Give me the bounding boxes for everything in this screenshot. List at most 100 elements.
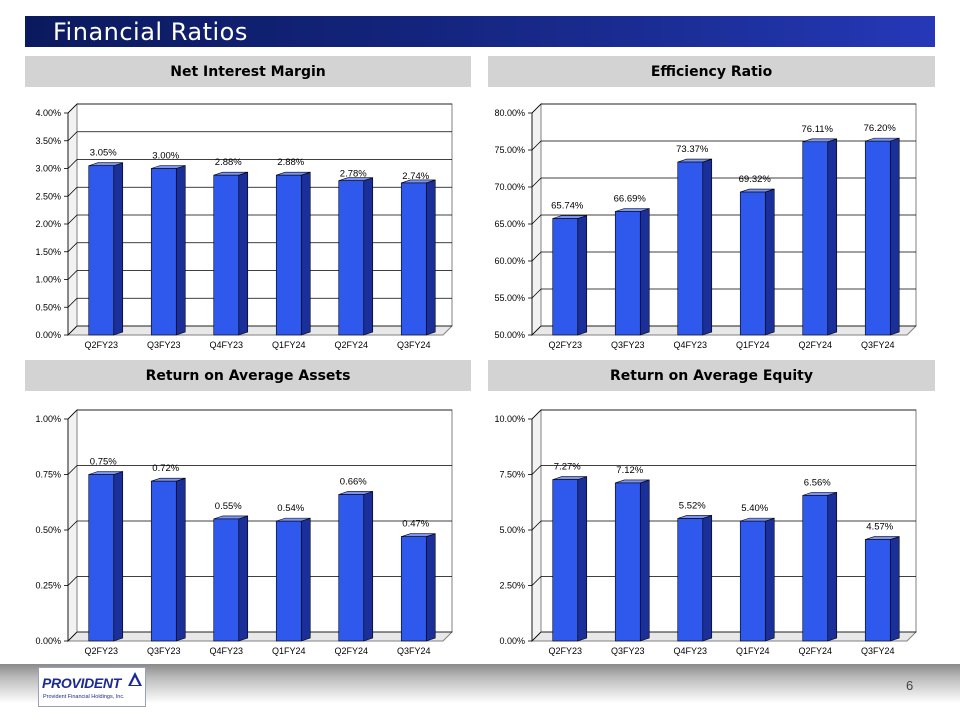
data-label: 2.88%	[215, 157, 242, 168]
y-tick-label: 0.00%	[35, 330, 61, 340]
bar	[864, 140, 891, 336]
gridline-depth	[67, 131, 78, 142]
gridline-depth	[531, 325, 542, 336]
data-label: 0.55%	[215, 501, 242, 512]
bar-side	[238, 515, 249, 642]
x-tick-label: Q1FY24	[272, 340, 306, 350]
x-tick-label: Q2FY24	[334, 646, 368, 656]
x-tick-label: Q4FY23	[209, 340, 243, 350]
bar-side	[764, 517, 775, 642]
bar	[88, 165, 115, 336]
bar	[614, 482, 641, 642]
gridline-depth	[67, 103, 78, 114]
bar	[88, 474, 115, 642]
chart-svg-net-interest-margin: 0.00% 0.50% 1.00% 1.50% 2.00% 2.50% 3.00% 3.50%…	[35, 102, 454, 350]
data-label: 0.75%	[90, 457, 117, 468]
x-tick-label: Q2FY23	[84, 646, 118, 656]
data-label: 76.11%	[801, 124, 833, 135]
gridline-depth	[67, 325, 78, 336]
chart-svg-return-on-average-assets: 0.00% 0.25% 0.50% 0.75% 1.00% 0.75% Q2FY23 0.72…	[35, 408, 454, 656]
gridline-depth	[531, 214, 542, 225]
bar	[614, 211, 641, 336]
x-tick-label: Q3FY23	[611, 340, 645, 350]
data-label: 0.54%	[277, 503, 304, 514]
bar	[275, 174, 302, 336]
bar-side	[113, 162, 124, 336]
data-label: 73.37%	[676, 144, 709, 155]
gridline-depth	[67, 520, 78, 531]
y-tick-label: 10.00%	[494, 414, 525, 424]
bar-side	[889, 536, 900, 642]
data-label: 7.27%	[554, 462, 581, 473]
x-tick-label: Q2FY24	[798, 340, 832, 350]
bar-side	[300, 171, 311, 336]
gridline-depth	[531, 520, 542, 531]
x-tick-label: Q4FY23	[673, 340, 707, 350]
bar-side	[702, 515, 713, 642]
data-label: 6.56%	[804, 477, 831, 488]
bar	[552, 479, 579, 642]
bar	[150, 480, 177, 642]
data-label: 69.32%	[739, 174, 772, 185]
bar-side	[764, 188, 775, 336]
y-tick-label: 4.00%	[35, 108, 61, 118]
y-tick-label: 60.00%	[494, 256, 525, 266]
gridline-depth	[67, 242, 78, 253]
x-tick-label: Q1FY24	[736, 340, 770, 350]
gridline-depth	[531, 140, 542, 151]
bar	[864, 539, 891, 642]
data-label: 3.00%	[152, 151, 179, 162]
y-tick-label: 5.00%	[499, 525, 525, 535]
data-label: 0.72%	[152, 463, 179, 474]
chart-header-return-on-average-assets: Return on Average Assets	[25, 360, 471, 391]
bar-side	[577, 476, 588, 642]
x-tick-label: Q2FY23	[548, 340, 582, 350]
x-tick-label: Q2FY24	[334, 340, 368, 350]
bar	[802, 495, 829, 642]
x-tick-label: Q3FY24	[397, 340, 431, 350]
gridline-depth	[531, 409, 542, 420]
bar	[802, 141, 829, 336]
floor	[530, 631, 918, 642]
bar	[338, 180, 365, 336]
bar-side	[827, 138, 838, 336]
data-label: 5.52%	[679, 500, 706, 511]
bar-side	[425, 533, 436, 642]
bar-side	[639, 479, 650, 642]
x-tick-label: Q3FY23	[147, 340, 181, 350]
chart-svg-efficiency-ratio: 50.00% 55.00% 60.00% 65.00% 70.00% 75.00% 80.0…	[494, 102, 918, 350]
gridline-depth	[67, 214, 78, 225]
x-tick-label: Q3FY24	[861, 340, 895, 350]
bar-side	[702, 158, 713, 336]
bar-side	[577, 215, 588, 336]
bar-side	[827, 491, 838, 642]
y-tick-label: 0.75%	[35, 470, 61, 480]
bar-side	[175, 165, 186, 336]
y-tick-label: 0.50%	[35, 302, 61, 312]
x-tick-label: Q3FY24	[861, 646, 895, 656]
bar	[677, 518, 704, 642]
gridline-depth	[67, 297, 78, 308]
bar-side	[425, 179, 436, 336]
gridline-depth	[67, 465, 78, 475]
bar-side	[639, 208, 650, 336]
y-tick-label: 0.00%	[499, 636, 525, 646]
bar-side	[113, 471, 124, 642]
x-tick-label: Q2FY24	[798, 646, 832, 656]
chart-header-net-interest-margin: Net Interest Margin	[25, 56, 471, 87]
floor	[66, 631, 454, 642]
y-tick-label: 0.00%	[35, 636, 61, 646]
logo-text: PROVIDENT	[42, 675, 121, 691]
bar-side	[363, 177, 374, 336]
y-tick-label: 55.00%	[494, 293, 525, 303]
x-tick-label: Q1FY24	[736, 646, 770, 656]
gridline-depth	[67, 270, 78, 280]
floor	[66, 325, 454, 336]
gridline-depth	[531, 631, 542, 642]
chart-efficiency-ratio: 50.00% 55.00% 60.00% 65.00% 70.00% 75.00% 80.0…	[486, 96, 934, 356]
y-tick-label: 0.50%	[35, 525, 61, 535]
y-tick-label: 75.00%	[494, 145, 525, 155]
x-tick-label: Q3FY23	[611, 646, 645, 656]
y-tick-label: 2.50%	[499, 581, 525, 591]
gridline-depth	[531, 251, 542, 262]
